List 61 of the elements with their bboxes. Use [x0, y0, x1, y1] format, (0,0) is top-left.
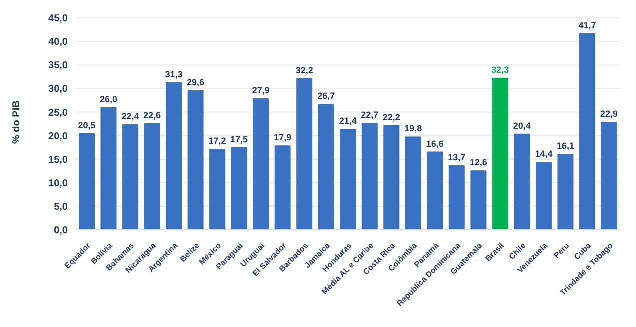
bar [100, 108, 117, 230]
data-label: 20,5 [78, 120, 96, 130]
bar [536, 162, 552, 230]
data-label: 31,3 [165, 70, 183, 80]
data-label: 22,4 [122, 111, 140, 122]
y-tick-label: 5,0 [54, 202, 68, 213]
y-tick-label: 25,0 [48, 108, 68, 119]
y-tick-label: 45,0 [48, 14, 68, 25]
y-tick-label: 35,0 [48, 60, 68, 72]
data-label: 32,3 [492, 64, 510, 75]
data-label: 20,4 [513, 120, 531, 131]
y-tick-label: 40,0 [48, 37, 68, 48]
data-label: 12,6 [470, 158, 488, 168]
data-label: 32,2 [296, 65, 314, 76]
bar [405, 136, 422, 230]
data-label: 22,6 [144, 110, 162, 121]
bar [210, 148, 226, 230]
bar [384, 125, 400, 230]
data-label: 26,0 [100, 94, 118, 105]
bar [122, 124, 139, 230]
bar [558, 154, 574, 230]
bar [274, 146, 291, 230]
data-label: 26,7 [318, 91, 336, 102]
data-label: 27,9 [252, 86, 270, 96]
bar [144, 124, 160, 230]
bar [79, 133, 95, 230]
bar [253, 98, 270, 230]
bar [166, 82, 182, 230]
data-label: 17,2 [208, 136, 226, 146]
bar [362, 123, 378, 230]
bar [514, 134, 530, 230]
data-label: 14,4 [535, 149, 553, 160]
y-tick-label: 30,0 [48, 84, 68, 96]
y-tick-label: 20,0 [48, 131, 68, 142]
data-label: 16,6 [426, 138, 444, 149]
bar [579, 34, 596, 230]
bar [601, 122, 618, 230]
bar [448, 165, 465, 230]
y-tick-label: 0,0 [54, 226, 68, 237]
data-label: 19,8 [404, 124, 422, 134]
bar [318, 104, 334, 230]
y-axis-title: % do PIB [12, 100, 23, 144]
y-tick-label: 15,0 [48, 154, 68, 166]
data-label: 29,6 [187, 78, 205, 88]
data-label: 16,1 [556, 141, 574, 152]
data-label: 22,2 [382, 112, 400, 122]
data-label: 13,7 [448, 152, 466, 162]
data-label: 17,5 [230, 134, 248, 145]
bar [492, 78, 508, 230]
bar [470, 170, 487, 230]
bar [296, 78, 313, 230]
bar [427, 152, 444, 230]
bar [340, 129, 356, 230]
data-label: 21,4 [339, 116, 357, 126]
bar [188, 90, 204, 230]
data-label: 17,9 [274, 132, 292, 143]
data-label: 22,9 [600, 109, 618, 120]
data-label: 22,7 [361, 110, 379, 120]
bar [231, 148, 248, 230]
y-tick-label: 10,0 [48, 178, 68, 190]
data-label: 41,7 [578, 20, 596, 31]
